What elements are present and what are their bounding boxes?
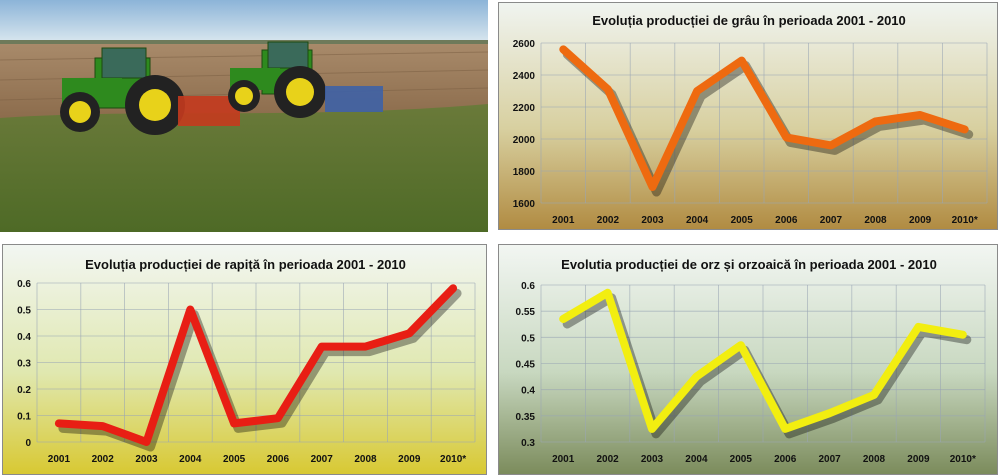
data-point-2006 [275, 416, 280, 421]
data-point-2004 [695, 89, 700, 93]
x-tick-label: 2010* [952, 215, 978, 226]
y-tick-label: 0.2 [17, 385, 31, 396]
data-point-2001 [56, 421, 61, 426]
chart-panel-grau: Evoluția producției de grâu în perioada … [498, 2, 998, 230]
x-tick-label: 2004 [686, 215, 709, 226]
x-tick-label: 2006 [774, 454, 797, 465]
data-point-2002 [605, 87, 610, 92]
x-tick-label: 2008 [354, 454, 377, 465]
x-tick-label: 2004 [685, 454, 708, 465]
y-tick-label: 0.3 [521, 438, 535, 449]
data-point-2007 [828, 143, 833, 148]
y-tick-label: 0 [25, 438, 31, 449]
series-line [54, 284, 458, 446]
data-point-2008 [363, 344, 368, 349]
data-point-2003 [144, 440, 149, 444]
data-point-2002 [100, 424, 105, 429]
data-point-2007 [319, 344, 324, 349]
x-tick-label: 2002 [596, 454, 619, 465]
x-tick-label: 2003 [641, 215, 664, 226]
y-tick-label: 2400 [513, 71, 536, 82]
x-tick-label: 2007 [311, 454, 334, 465]
x-tick-label: 2007 [818, 454, 841, 465]
x-tick-label: 2001 [552, 454, 575, 465]
y-tick-label: 2600 [513, 39, 536, 50]
data-point-2003 [650, 185, 655, 189]
x-tick-label: 2002 [597, 215, 620, 226]
data-point-2006 [784, 135, 789, 140]
x-tick-label: 2008 [863, 454, 886, 465]
chart-panel-rapita: Evoluția producției de rapiță în perioad… [2, 244, 487, 475]
x-tick-label: 2006 [775, 215, 798, 226]
chart-grau: Evoluția producției de grâu în perioada … [499, 3, 997, 229]
chart-title: Evolutia producției de orz și orzoaică î… [561, 257, 937, 272]
x-tick-label: 2005 [731, 215, 754, 226]
y-tick-label: 1600 [513, 199, 536, 210]
y-tick-label: 1800 [513, 167, 536, 178]
chart-background [3, 245, 486, 474]
data-point-2010 [962, 127, 967, 132]
y-tick-label: 0.4 [521, 386, 535, 397]
series-line [559, 45, 969, 191]
x-tick-label: 2010* [950, 454, 976, 465]
tractor-photo-art [0, 0, 488, 232]
data-point-2008 [873, 119, 878, 124]
x-tick-label: 2001 [48, 454, 71, 465]
data-point-2009 [916, 324, 921, 329]
y-tick-label: 0.3 [17, 359, 31, 370]
x-tick-label: 2006 [267, 454, 290, 465]
y-tick-label: 0.1 [17, 412, 31, 423]
data-point-2008 [872, 392, 876, 397]
x-tick-label: 2004 [179, 454, 202, 465]
tractor-left-icon [60, 47, 240, 135]
data-point-2005 [232, 421, 237, 426]
x-tick-label: 2003 [641, 454, 664, 465]
data-point-2009 [407, 331, 412, 336]
y-tick-label: 0.6 [521, 281, 535, 292]
data-point-2007 [827, 411, 832, 416]
data-point-2005 [739, 58, 744, 63]
data-point-2010 [960, 332, 965, 337]
chart-title: Evoluția producției de grâu în perioada … [592, 13, 906, 28]
x-tick-label: 2001 [552, 215, 575, 226]
data-point-2002 [605, 290, 610, 295]
data-point-2009 [918, 113, 923, 117]
x-tick-label: 2009 [909, 215, 932, 226]
y-tick-label: 0.5 [17, 306, 31, 317]
data-point-2004 [694, 374, 699, 379]
data-point-2010 [451, 286, 456, 291]
tractor-photo [0, 0, 488, 232]
tractor-right-icon [228, 41, 383, 118]
y-tick-label: 0.6 [17, 279, 31, 290]
y-tick-label: 0.5 [521, 333, 535, 344]
series-line [559, 288, 967, 433]
chart-orz: Evolutia producției de orz și orzoaică î… [499, 245, 997, 474]
data-point-2003 [650, 426, 654, 431]
data-point-2001 [561, 47, 566, 52]
chart-rapita: Evoluția producției de rapiță în perioad… [3, 245, 486, 474]
chart-panel-orz: Evolutia producției de orz și orzoaică î… [498, 244, 998, 475]
y-tick-label: 2200 [513, 103, 536, 114]
x-tick-label: 2007 [820, 215, 843, 226]
x-tick-label: 2003 [135, 454, 158, 465]
y-tick-label: 0.35 [516, 412, 536, 423]
data-point-2004 [188, 307, 193, 312]
x-tick-label: 2008 [864, 215, 887, 226]
y-tick-label: 0.4 [17, 332, 31, 343]
x-tick-label: 2009 [907, 454, 930, 465]
data-point-2001 [561, 317, 566, 322]
data-point-2006 [783, 426, 788, 431]
data-point-2005 [738, 343, 743, 348]
chart-title: Evoluția producției de rapiță în perioad… [85, 257, 406, 272]
y-tick-label: 0.45 [516, 360, 536, 371]
y-tick-label: 0.55 [516, 307, 536, 318]
x-tick-label: 2005 [730, 454, 753, 465]
y-tick-label: 2000 [513, 135, 536, 146]
x-tick-label: 2002 [92, 454, 115, 465]
x-tick-label: 2010* [440, 454, 466, 465]
x-tick-label: 2005 [223, 454, 246, 465]
x-tick-label: 2009 [398, 454, 421, 465]
